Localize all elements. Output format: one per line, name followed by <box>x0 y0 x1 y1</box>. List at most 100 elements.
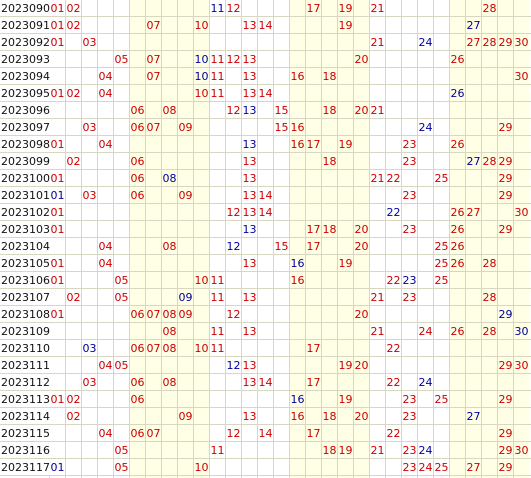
red-number: 02 <box>66 2 81 15</box>
period-label: 2023106 <box>0 272 50 289</box>
red-number: 10 <box>194 274 209 287</box>
red-number: 19 <box>338 2 353 15</box>
red-number: 26 <box>450 206 465 219</box>
column-gridline <box>113 0 114 478</box>
column-gridline <box>289 0 290 478</box>
red-number: 10 <box>194 19 209 32</box>
red-number: 11 <box>210 291 225 304</box>
red-number: 13 <box>242 325 257 338</box>
red-number: 05 <box>114 461 129 474</box>
red-number: 01 <box>50 19 65 32</box>
row-gridline <box>0 254 531 255</box>
red-number: 28 <box>482 257 497 270</box>
red-number: 29 <box>498 359 513 372</box>
red-number: 23 <box>402 155 417 168</box>
red-number: 18 <box>322 444 337 457</box>
column-gridline <box>97 0 98 478</box>
row-gridline <box>0 67 531 68</box>
row-gridline <box>0 373 531 374</box>
row-gridline <box>0 390 531 391</box>
red-number: 22 <box>386 376 401 389</box>
red-number: 02 <box>66 155 81 168</box>
column-gridline <box>177 0 178 478</box>
red-number: 05 <box>114 274 129 287</box>
red-number: 14 <box>258 427 273 440</box>
red-number: 20 <box>354 223 369 236</box>
red-number: 28 <box>482 325 497 338</box>
row-gridline <box>0 458 531 459</box>
red-number: 29 <box>498 444 513 457</box>
red-number: 23 <box>402 223 417 236</box>
red-number: 19 <box>338 138 353 151</box>
red-number: 25 <box>434 393 449 406</box>
red-number: 20 <box>354 308 369 321</box>
red-number: 21 <box>370 2 385 15</box>
red-number: 13 <box>242 359 257 372</box>
column-gridline <box>65 0 66 478</box>
column-gridline <box>465 0 466 478</box>
blue-number: 27 <box>466 410 481 423</box>
red-number: 07 <box>146 308 161 321</box>
red-number: 24 <box>418 461 433 474</box>
column-gridline <box>497 0 498 478</box>
red-number: 15 <box>274 121 289 134</box>
red-number: 11 <box>210 274 225 287</box>
red-number: 12 <box>226 53 241 66</box>
blue-number: 13 <box>242 223 257 236</box>
red-number: 19 <box>338 393 353 406</box>
red-number: 27 <box>466 461 481 474</box>
red-number: 26 <box>450 257 465 270</box>
red-number: 30 <box>514 36 529 49</box>
red-number: 10 <box>194 87 209 100</box>
column-gridline <box>257 0 258 478</box>
red-number: 04 <box>98 257 113 270</box>
row-gridline <box>0 152 531 153</box>
blue-number: 24 <box>418 376 433 389</box>
column-gridline <box>337 0 338 478</box>
red-number: 15 <box>274 240 289 253</box>
red-number: 16 <box>290 138 305 151</box>
blue-number: 10 <box>194 70 209 83</box>
red-number: 08 <box>162 325 177 338</box>
red-number: 29 <box>498 393 513 406</box>
red-number: 18 <box>322 70 337 83</box>
red-number: 25 <box>434 257 449 270</box>
red-number: 29 <box>498 427 513 440</box>
red-number: 01 <box>50 87 65 100</box>
red-number: 17 <box>306 427 321 440</box>
red-number: 03 <box>82 121 97 134</box>
red-number: 29 <box>498 121 513 134</box>
red-number: 20 <box>354 359 369 372</box>
period-label: 2023098 <box>0 136 50 153</box>
blue-number: 24 <box>418 36 433 49</box>
red-number: 06 <box>130 121 145 134</box>
row-gridline <box>0 101 531 102</box>
red-number: 21 <box>370 291 385 304</box>
red-number: 02 <box>66 19 81 32</box>
period-label: 2023103 <box>0 221 50 238</box>
red-number: 01 <box>50 308 65 321</box>
red-number: 30 <box>514 206 529 219</box>
row-gridline <box>0 475 531 476</box>
period-label: 2023108 <box>0 306 50 323</box>
red-number: 12 <box>226 206 241 219</box>
red-number: 09 <box>178 121 193 134</box>
blue-number: 24 <box>418 444 433 457</box>
blue-number: 09 <box>178 291 193 304</box>
red-number: 23 <box>402 189 417 202</box>
period-label: 2023117 <box>0 459 50 476</box>
red-number: 20 <box>354 53 369 66</box>
red-number: 05 <box>114 53 129 66</box>
red-number: 30 <box>514 444 529 457</box>
column-gridline <box>417 0 418 478</box>
red-number: 07 <box>146 342 161 355</box>
red-number: 13 <box>242 410 257 423</box>
period-label: 2023109 <box>0 323 50 340</box>
period-label: 2023112 <box>0 374 50 391</box>
red-number: 21 <box>370 172 385 185</box>
red-number: 25 <box>434 461 449 474</box>
red-number: 29 <box>498 189 513 202</box>
red-number: 14 <box>258 87 273 100</box>
column-gridline <box>81 0 82 478</box>
